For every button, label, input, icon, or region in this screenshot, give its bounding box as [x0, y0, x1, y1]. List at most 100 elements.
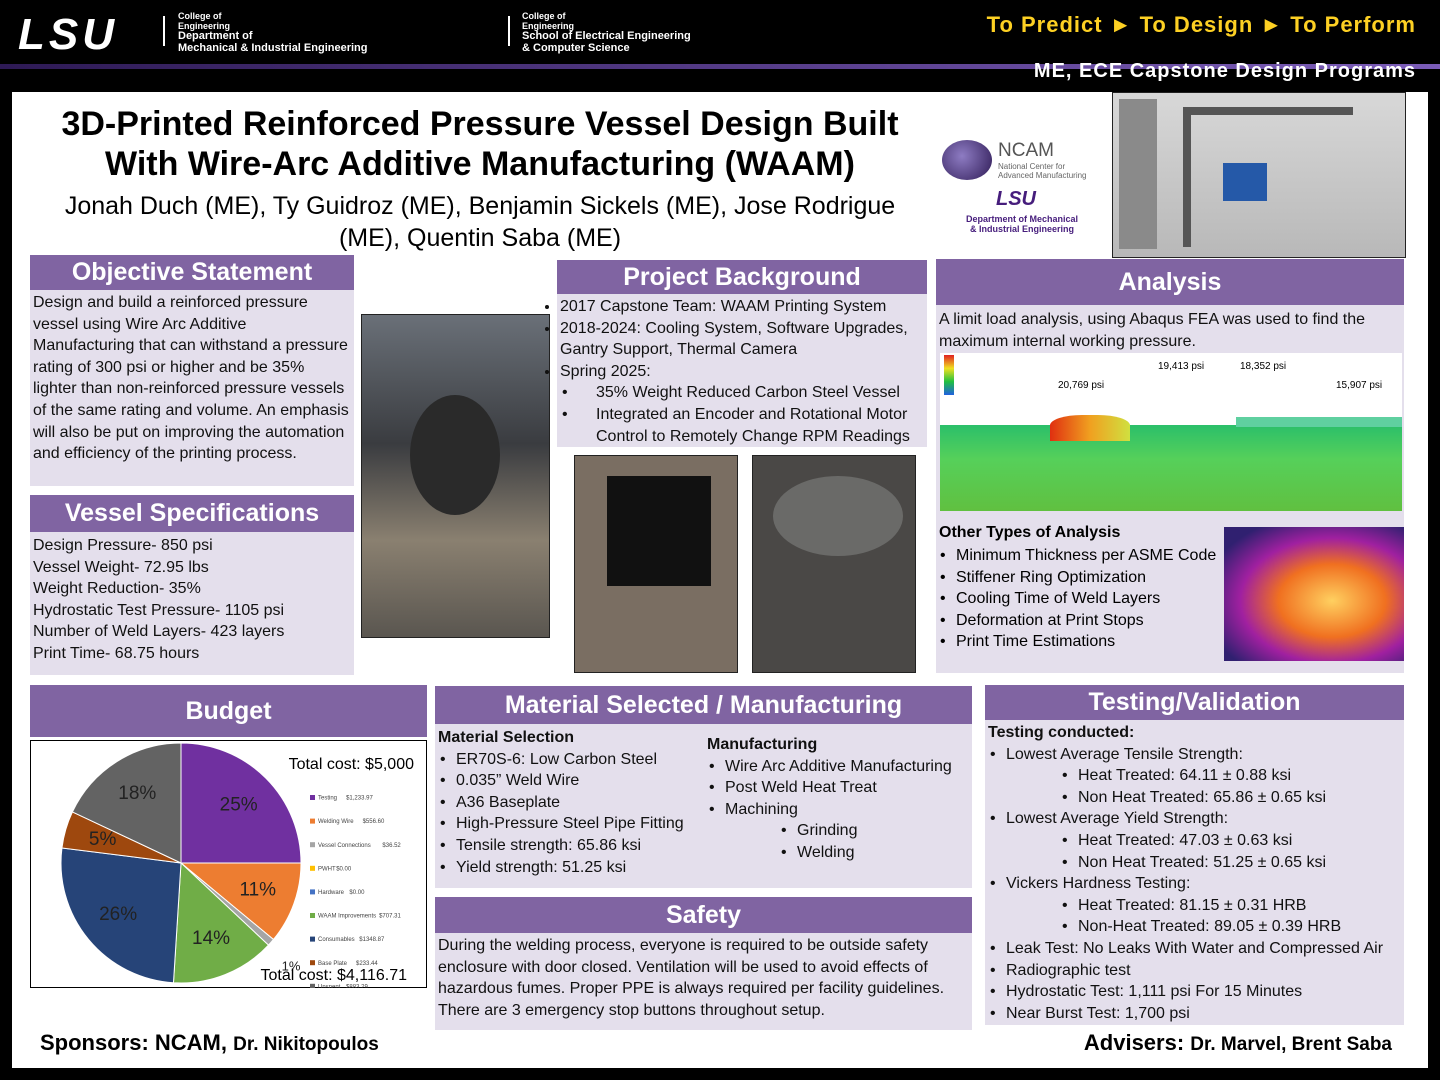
- legend-name: Unspent: [318, 984, 341, 988]
- legend-swatch: [310, 818, 315, 824]
- budget-chart: 25% Testing $1,233.97 11% Welding Wire $556.6…: [30, 740, 427, 988]
- gantry: [1183, 107, 1353, 115]
- list-item: Minimum Thickness per ASME Code: [938, 545, 1228, 567]
- fea-mesh: [940, 425, 1402, 511]
- analysis-list: Minimum Thickness per ASME CodeStiffener…: [938, 545, 1228, 653]
- list-item: 2018-2024: Cooling System, Software Upgr…: [560, 318, 924, 361]
- legend-amount: $707.31: [379, 914, 401, 920]
- total-spent: Total cost: $4,116.71: [261, 967, 408, 984]
- list-item: Weight Reduction- 35%: [33, 580, 201, 598]
- pie-label: 26%: [99, 904, 137, 925]
- legend-swatch: [310, 842, 315, 848]
- legend-amount: $1,233.97: [346, 796, 373, 802]
- legend-swatch: [310, 889, 315, 895]
- controller: [607, 476, 711, 586]
- advisers-label: Advisers:: [1083, 1030, 1185, 1055]
- legend-amount: $883.29: [346, 984, 368, 988]
- sub-item: Non Heat Treated: 51.25 ± 0.65 ksi: [988, 852, 1401, 874]
- legend-name: Welding Wire: [318, 819, 354, 825]
- material-col: Material Selection ER70S-6: Low Carbon S…: [438, 727, 706, 878]
- specs-box: Design Pressure- 850 psi Vessel Weight- 7…: [30, 532, 354, 675]
- testing-box: Testing conducted: Lowest Average Tensil…: [985, 720, 1404, 1025]
- list-item: ER70S-6: Low Carbon Steel: [438, 749, 706, 771]
- list-item: Vessel Weight- 72.95 lbs: [33, 558, 209, 576]
- section-header: Budget: [30, 685, 427, 737]
- list-item: Vickers Hardness Testing:: [988, 873, 1401, 895]
- pie-label: 25%: [220, 794, 258, 815]
- vessel-photo: [361, 314, 550, 638]
- sponsors-label: Sponsors: NCAM,: [40, 1030, 227, 1055]
- list-item: Number of Weld Layers- 423 layers: [33, 623, 285, 641]
- ncam-emblem: [942, 140, 992, 180]
- cabinet: [1119, 99, 1157, 249]
- section-header: Material Selected / Manufacturing: [435, 686, 972, 724]
- sub-item: Welding: [707, 842, 969, 864]
- sub-item: Heat Treated: 81.15 ± 0.31 HRB: [988, 895, 1401, 917]
- legend-name: PWHT: [318, 866, 336, 872]
- legend-amount: $1348.87: [359, 937, 385, 943]
- legend-name: Base Plate: [318, 961, 348, 967]
- dept-line: Department of: [178, 30, 253, 42]
- pie-label: 11%: [239, 880, 276, 901]
- welder: [1223, 163, 1267, 201]
- divider: [163, 16, 165, 46]
- list-item: Near Burst Test: 1,700 psi: [988, 1003, 1401, 1025]
- encoder-photo: [752, 455, 916, 673]
- lsu-logo: LSU: [18, 10, 118, 59]
- list-item: Print Time- 68.75 hours: [33, 644, 200, 662]
- legend-swatch: [310, 913, 315, 918]
- legend-swatch: [310, 865, 315, 871]
- section-header: Safety: [435, 897, 972, 933]
- legend-swatch: [310, 936, 315, 942]
- legend-name: Testing: [318, 796, 337, 802]
- ncam-subtitle: National Center for Advanced Manufacturi…: [998, 162, 1087, 180]
- list-item: Stiffener Ring Optimization: [938, 567, 1228, 589]
- analysis-intro: A limit load analysis, using Abaqus FEA …: [939, 311, 1366, 350]
- background-bullets: 35% Weight Reduced Carbon Steel VesselIn…: [560, 382, 924, 447]
- material-list: ER70S-6: Low Carbon Steel0.035” Weld Wir…: [438, 749, 706, 879]
- objective-text: Design and build a reinforced pressure v…: [30, 290, 354, 486]
- list-item: Wire Arc Additive Manufacturing: [707, 756, 969, 778]
- authors: Jonah Duch (ME), Ty Guidroz (ME), Benjam…: [30, 190, 930, 254]
- background-box: 2017 Capstone Team: WAAM Printing System…: [557, 294, 927, 447]
- legend-swatch: [310, 960, 315, 966]
- legend-name: Hardware: [318, 890, 345, 896]
- department-ece: College of Engineering School of Electrica…: [522, 11, 691, 54]
- dept-line: & Computer Science: [522, 41, 630, 54]
- manufacturing-col: Manufacturing Wire Arc Additive Manufact…: [707, 734, 969, 864]
- legend-name: Vessel Connections: [318, 843, 371, 849]
- list-item: Radiographic test: [988, 960, 1401, 982]
- list-item: Hydrostatic Test Pressure- 1105 psi: [33, 601, 285, 619]
- lsu-subtitle: Department of Mechanical & Industrial En…: [965, 214, 1079, 234]
- author-line: Jonah Duch (ME), Ty Guidroz (ME), Benjam…: [64, 192, 896, 220]
- manufacturing-list: Wire Arc Additive ManufacturingPost Weld…: [707, 756, 969, 864]
- legend-swatch: [310, 795, 315, 800]
- list-item: Design Pressure- 850 psi: [33, 537, 213, 554]
- dept-line: School of Electrical Engineering: [522, 30, 691, 42]
- list-item: Deformation at Print Stops: [938, 610, 1228, 632]
- section-header: Objective Statement: [30, 255, 354, 290]
- sub-item: Grinding: [707, 820, 969, 842]
- gantry: [1183, 107, 1191, 247]
- list-item: 35% Weight Reduced Carbon Steel Vessel: [560, 382, 924, 404]
- advisers: Advisers: Dr. Marvel, Brent Saba: [1084, 1030, 1392, 1056]
- subheading: Other Types of Analysis: [939, 524, 1121, 541]
- total-planned: Total cost: $5,000: [289, 756, 415, 773]
- pie-slice: [71, 742, 182, 864]
- sponsor-name: Dr. Nikitopoulos: [233, 1034, 379, 1055]
- pie-slice: [172, 861, 270, 984]
- fea-label: 15,907 psi: [1336, 380, 1383, 391]
- section-header: Analysis: [936, 259, 1404, 305]
- turntable: [773, 476, 903, 556]
- pie-label: 1%: [282, 958, 301, 973]
- title-line: With Wire-Arc Additive Manufacturing (WA…: [105, 145, 855, 183]
- sub-item: Non-Heat Treated: 89.05 ± 0.39 HRB: [988, 916, 1401, 938]
- dept-line: Engineering: [178, 20, 231, 31]
- sub-item: Heat Treated: 64.11 ± 0.88 ksi: [988, 765, 1401, 787]
- adviser-names: Dr. Marvel, Brent Saba: [1190, 1034, 1392, 1055]
- dept-line: Engineering: [522, 20, 575, 31]
- dept-line: College of: [522, 11, 566, 21]
- section-header: Project Background: [557, 260, 927, 294]
- list-item: High-Pressure Steel Pipe Fitting: [438, 813, 706, 835]
